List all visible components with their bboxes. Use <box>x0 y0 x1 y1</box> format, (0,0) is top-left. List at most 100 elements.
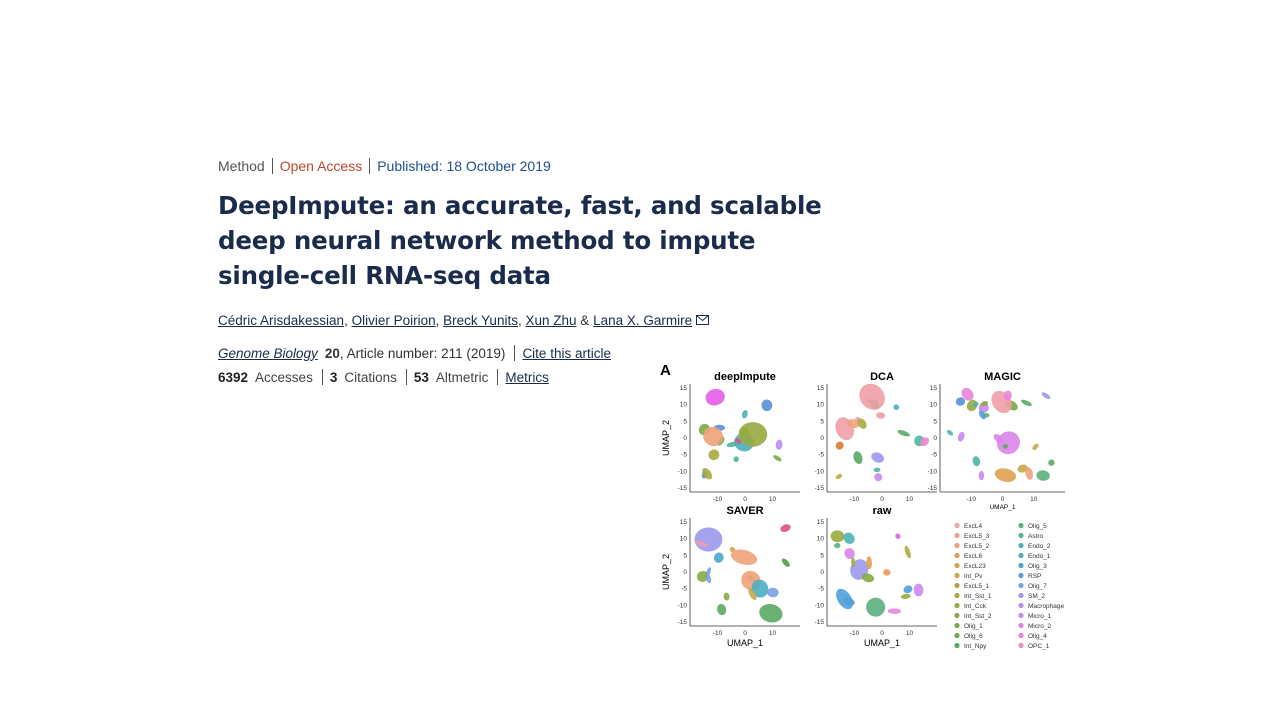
cell-cluster <box>871 452 885 463</box>
panel-letter: A <box>660 362 671 379</box>
x-axis-label: UMAP_1 <box>864 638 900 648</box>
legend-marker <box>1018 522 1024 529</box>
email-icon[interactable] <box>696 313 710 325</box>
y-tick-label: 5 <box>683 418 687 425</box>
legend-label: Int_Sst_2 <box>964 613 992 620</box>
cell-cluster <box>994 468 1017 482</box>
article-type: Method <box>218 158 265 174</box>
y-tick-label: 10 <box>680 536 688 543</box>
cell-cluster <box>866 597 886 617</box>
cell-cluster <box>696 571 709 582</box>
legend-marker <box>954 612 960 619</box>
y-tick-label: -15 <box>928 485 938 492</box>
y-tick-label: -15 <box>678 485 688 492</box>
cell-cluster <box>1032 443 1039 451</box>
x-axis-label: UMAP_1 <box>989 504 1015 511</box>
legend-label: Astro <box>1028 533 1044 540</box>
article-header: Method Open Access Published: 18 October… <box>218 158 858 385</box>
legend-marker <box>954 602 960 609</box>
legend-label: Int_Sst_1 <box>964 593 992 600</box>
journal-name-link[interactable]: Genome Biology <box>218 345 318 361</box>
author-link[interactable]: Cédric Arisdakessian <box>218 313 345 328</box>
y-tick-label: 10 <box>817 402 825 409</box>
cell-cluster <box>1017 464 1028 473</box>
legend-marker <box>1018 592 1024 599</box>
cell-cluster <box>972 456 981 467</box>
cell-cluster <box>996 431 1020 455</box>
cell-cluster <box>853 451 863 465</box>
author-link[interactable]: Lana X. Garmire <box>593 313 693 328</box>
cell-cluster <box>895 533 901 539</box>
cell-cluster <box>900 593 911 599</box>
cell-cluster <box>780 524 791 533</box>
y-tick-label: -15 <box>678 619 688 626</box>
y-tick-label: 10 <box>930 402 938 409</box>
x-axis-label: UMAP_1 <box>727 638 763 648</box>
y-tick-label: -5 <box>681 586 687 593</box>
author-and: & <box>580 313 590 328</box>
cell-cluster <box>883 569 891 576</box>
y-tick-label: 0 <box>933 435 937 442</box>
cell-cluster <box>904 545 911 559</box>
legend-label: ExcL23 <box>964 563 986 570</box>
x-tick-label: 0 <box>743 496 747 503</box>
legend-marker <box>954 542 960 549</box>
cell-cluster <box>717 604 727 616</box>
cell-cluster <box>1002 444 1008 449</box>
y-tick-label: -15 <box>815 485 825 492</box>
legend-marker <box>1018 622 1024 629</box>
altmetric-label: Altmetric <box>435 369 489 385</box>
cell-cluster <box>955 397 966 406</box>
journal-divider <box>514 345 516 361</box>
legend-marker <box>1018 572 1024 579</box>
cell-cluster <box>781 558 790 567</box>
cell-cluster <box>961 387 974 401</box>
cell-cluster <box>857 418 867 429</box>
cell-cluster <box>843 532 855 544</box>
x-tick-label: -10 <box>967 496 977 503</box>
cell-cluster <box>978 410 986 420</box>
x-tick-label: 10 <box>906 630 914 637</box>
y-tick-label: -15 <box>815 619 825 626</box>
x-tick-label: 10 <box>769 630 777 637</box>
published-date: Published: 18 October 2019 <box>377 158 551 174</box>
y-tick-label: -5 <box>931 452 937 459</box>
cell-cluster <box>738 422 768 447</box>
panel-title: MAGIC <box>984 371 1021 383</box>
legend-marker <box>1018 642 1024 649</box>
cell-cluster <box>843 597 855 606</box>
legend-marker <box>1018 542 1024 549</box>
y-tick-label: 15 <box>817 385 825 392</box>
panel-title: DCA <box>870 371 894 383</box>
author-link[interactable]: Xun Zhu <box>525 313 577 328</box>
cite-article-link[interactable]: Cite this article <box>522 345 611 361</box>
metrics-link[interactable]: Metrics <box>505 369 549 385</box>
article-number: , Article number: 211 (2019) <box>339 345 506 361</box>
cell-cluster <box>893 404 900 411</box>
y-tick-label: -10 <box>815 468 825 475</box>
cell-cluster <box>920 437 930 447</box>
cell-cluster <box>705 388 725 406</box>
author-link[interactable]: Olivier Poirion <box>351 313 436 328</box>
legend-marker <box>1018 602 1024 609</box>
cell-cluster <box>694 527 723 552</box>
article-title: DeepImpute: an accurate, fast, and scala… <box>218 191 822 290</box>
cell-cluster <box>946 429 954 436</box>
panel-title: raw <box>873 505 892 517</box>
author-link[interactable]: Breck Yunits <box>443 313 518 328</box>
cell-cluster <box>903 585 913 594</box>
legend-marker <box>1018 632 1024 639</box>
citations-count: 3 <box>329 369 338 385</box>
legend-marker <box>1018 552 1024 559</box>
cell-cluster <box>767 587 779 598</box>
legend-marker <box>954 562 960 569</box>
cell-cluster <box>773 455 782 462</box>
y-tick-label: 15 <box>680 385 688 392</box>
y-tick-label: 5 <box>933 418 937 425</box>
journal-volume: 20 <box>324 345 340 361</box>
cell-cluster <box>733 456 739 463</box>
cell-cluster <box>751 579 769 598</box>
cell-cluster <box>835 417 855 441</box>
